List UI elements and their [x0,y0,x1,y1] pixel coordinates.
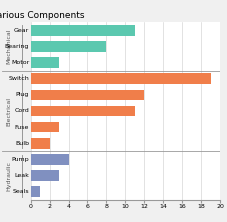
Bar [31,122,59,132]
Bar [31,186,40,197]
Title: Defect Rates in Various Components: Defect Rates in Various Components [0,11,85,20]
Bar [31,41,106,52]
Bar [31,106,135,116]
Bar [31,57,59,68]
Bar [31,90,144,100]
Bar [31,170,59,181]
Bar [31,73,211,84]
Text: Hydraulic: Hydraulic [7,161,12,190]
Bar [31,25,135,36]
Text: Mechanical: Mechanical [7,29,12,64]
Bar [31,154,69,165]
Bar [31,138,49,149]
Text: Electrical: Electrical [7,97,12,125]
